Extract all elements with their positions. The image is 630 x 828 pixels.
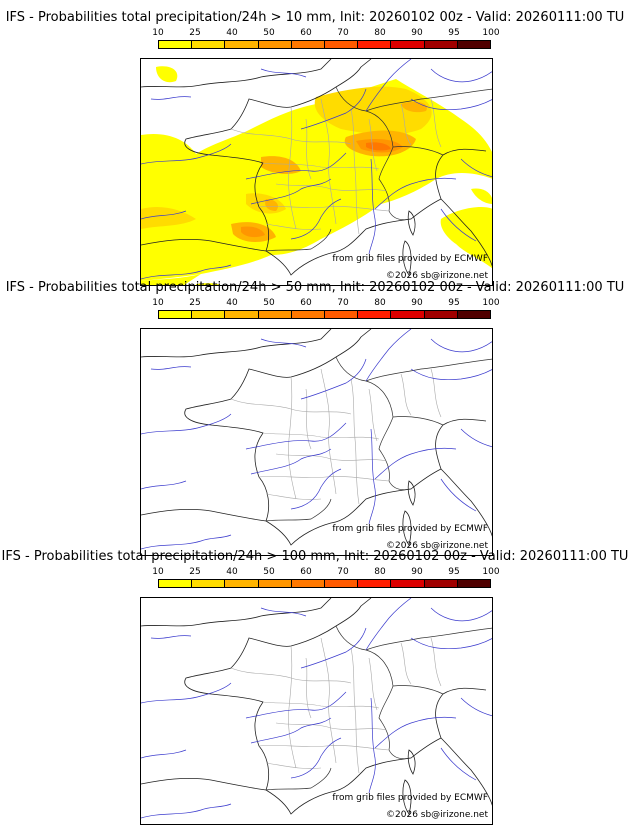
map-panel-10mm: IFS - Probabilities total precipitation/… xyxy=(0,10,630,286)
copyright-credit: ©2026 sb@irizone.net xyxy=(386,810,488,820)
legend-swatch xyxy=(457,580,491,587)
legend-swatch xyxy=(225,580,259,587)
legend-level-label: 40 xyxy=(226,567,238,577)
map-frame[interactable]: from grib files provided by ECMWF ©2026 … xyxy=(140,597,493,825)
legend-swatch xyxy=(258,41,292,48)
legend-level-label: 80 xyxy=(374,298,386,308)
legend-level-label: 60 xyxy=(300,567,312,577)
legend-swatch xyxy=(258,311,292,318)
legend-bar xyxy=(158,579,491,588)
legend-level-label: 50 xyxy=(263,298,275,308)
panel-title: IFS - Probabilities total precipitation/… xyxy=(5,10,625,25)
legend-level-label: 100 xyxy=(482,28,500,38)
legend-level-label: 95 xyxy=(448,298,460,308)
panel-title: IFS - Probabilities total precipitation/… xyxy=(1,549,629,564)
legend-swatch xyxy=(159,311,193,318)
legend-swatch xyxy=(358,580,392,587)
legend-level-label: 80 xyxy=(374,567,386,577)
copyright-credit: ©2026 sb@irizone.net xyxy=(386,541,488,551)
legend-swatch xyxy=(325,580,359,587)
legend-swatch xyxy=(192,311,226,318)
legend-swatch xyxy=(192,41,226,48)
source-credit: from grib files provided by ECMWF xyxy=(332,793,488,803)
legend-swatch xyxy=(424,580,458,587)
legend-level-label: 60 xyxy=(300,28,312,38)
legend-level-label: 10 xyxy=(152,567,164,577)
legend-bar xyxy=(158,310,491,319)
legend-level-label: 70 xyxy=(337,28,349,38)
legend-swatch xyxy=(391,41,425,48)
panel-title: IFS - Probabilities total precipitation/… xyxy=(5,280,625,295)
legend-swatch xyxy=(192,580,226,587)
legend-swatch xyxy=(358,41,392,48)
color-legend: 10 25 40 50 60 70 80 90 95 100 xyxy=(152,298,500,324)
legend-level-label: 25 xyxy=(189,28,201,38)
legend-level-label: 50 xyxy=(263,567,275,577)
legend-swatch xyxy=(159,580,193,587)
map-panel-100mm: IFS - Probabilities total precipitation/… xyxy=(0,549,630,825)
legend-level-label: 70 xyxy=(337,298,349,308)
legend-level-label: 50 xyxy=(263,28,275,38)
legend-swatch xyxy=(258,580,292,587)
color-legend: 10 25 40 50 60 70 80 90 95 100 xyxy=(152,567,500,593)
legend-level-label: 90 xyxy=(411,298,423,308)
legend-level-label: 100 xyxy=(482,567,500,577)
legend-level-label: 60 xyxy=(300,298,312,308)
legend-swatch xyxy=(424,41,458,48)
source-credit: from grib files provided by ECMWF xyxy=(332,254,488,264)
legend-swatch xyxy=(291,41,326,48)
legend-level-label: 25 xyxy=(189,567,201,577)
legend-swatch xyxy=(424,311,458,318)
copyright-credit: ©2026 sb@irizone.net xyxy=(386,271,488,281)
legend-level-label: 90 xyxy=(411,567,423,577)
legend-swatch xyxy=(159,41,193,48)
legend-level-label: 10 xyxy=(152,28,164,38)
legend-swatch xyxy=(358,311,392,318)
map-frame[interactable]: from grib files provided by ECMWF ©2026 … xyxy=(140,58,493,286)
precip-map xyxy=(141,598,492,819)
legend-level-label: 40 xyxy=(226,28,238,38)
map-panel-50mm: IFS - Probabilities total precipitation/… xyxy=(0,280,630,556)
legend-swatch xyxy=(391,580,425,587)
legend-level-label: 70 xyxy=(337,567,349,577)
probability-fill xyxy=(141,66,492,285)
precip-map xyxy=(141,59,492,285)
legend-swatch xyxy=(325,311,359,318)
legend-swatch xyxy=(457,41,491,48)
legend-level-label: 95 xyxy=(448,567,460,577)
legend-swatch xyxy=(291,580,326,587)
legend-level-label: 80 xyxy=(374,28,386,38)
legend-bar xyxy=(158,40,491,49)
legend-level-label: 95 xyxy=(448,28,460,38)
legend-swatch xyxy=(225,41,259,48)
legend-level-label: 25 xyxy=(189,298,201,308)
legend-labels: 10 25 40 50 60 70 80 90 95 100 xyxy=(152,567,499,579)
color-legend: 10 25 40 50 60 70 80 90 95 100 xyxy=(152,28,500,54)
legend-swatch xyxy=(457,311,491,318)
source-credit: from grib files provided by ECMWF xyxy=(332,524,488,534)
legend-swatch xyxy=(225,311,259,318)
legend-swatch xyxy=(325,41,359,48)
legend-level-label: 40 xyxy=(226,298,238,308)
map-frame[interactable]: from grib files provided by ECMWF ©2026 … xyxy=(140,328,493,556)
legend-labels: 10 25 40 50 60 70 80 90 95 100 xyxy=(152,28,499,40)
legend-swatch xyxy=(391,311,425,318)
legend-labels: 10 25 40 50 60 70 80 90 95 100 xyxy=(152,298,499,310)
legend-level-label: 100 xyxy=(482,298,500,308)
legend-level-label: 10 xyxy=(152,298,164,308)
precip-map xyxy=(141,329,492,550)
legend-swatch xyxy=(291,311,326,318)
legend-level-label: 90 xyxy=(411,28,423,38)
